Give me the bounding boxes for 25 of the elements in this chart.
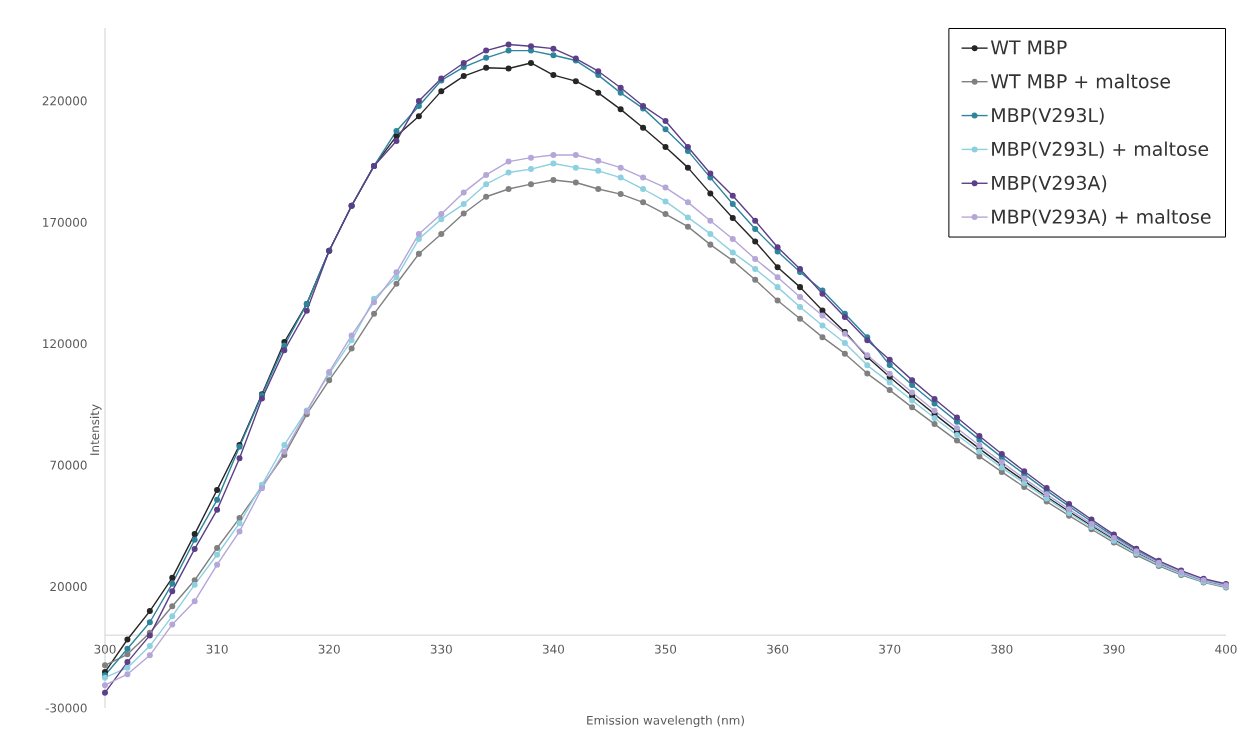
- x-tick-label: 360: [767, 644, 789, 654]
- x-tick-label: 340: [542, 644, 565, 654]
- y-axis-title: Intensity: [89, 404, 102, 455]
- y-tick-label: 170000: [43, 217, 87, 227]
- x-tick-label: 300: [94, 644, 116, 654]
- x-axis-title: Emission wavelength (nm): [587, 715, 744, 728]
- x-tick-label: 350: [655, 644, 677, 654]
- x-tick-label: 320: [318, 644, 340, 654]
- x-tick-label: 400: [1215, 644, 1237, 654]
- y-tick-label: 70000: [50, 460, 87, 470]
- y-tick-label: 220000: [42, 96, 87, 106]
- legend-label: WT MBP: [990, 40, 1067, 55]
- x-tick-label: 370: [879, 644, 901, 654]
- x-tick-label: 310: [206, 644, 228, 654]
- y-tick-label: 120000: [43, 339, 87, 349]
- x-tick-label: 390: [1103, 644, 1125, 654]
- legend-label: MBP(V293L): [992, 107, 1104, 125]
- y-tick-label: -30000: [45, 703, 87, 713]
- legend-label: MBP(V293L) + maltose: [992, 141, 1209, 159]
- legend-label: MBP(V293A): [992, 175, 1107, 193]
- y-tick-label: 20000: [50, 582, 87, 592]
- x-tick-label: 330: [430, 644, 452, 654]
- legend-label: WT MBP + maltose: [990, 73, 1171, 89]
- x-tick-label: 380: [991, 644, 1013, 654]
- legend-label: MBP(V293A) + maltose: [992, 209, 1211, 227]
